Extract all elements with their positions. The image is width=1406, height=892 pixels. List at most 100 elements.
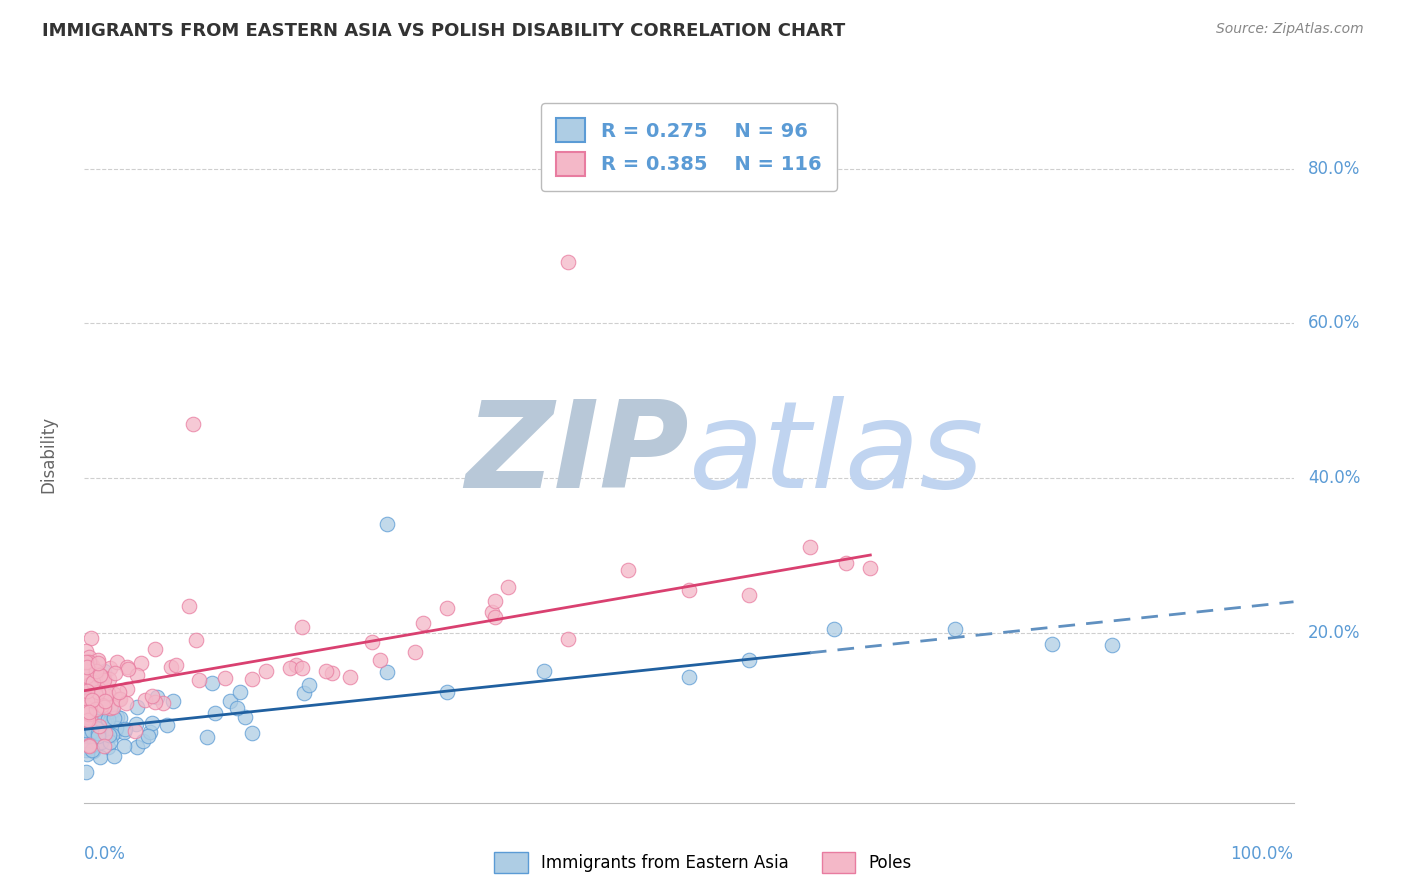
Point xyxy=(98,728,121,742)
Point xyxy=(291,620,314,634)
Point xyxy=(146,690,169,704)
Point xyxy=(89,669,111,683)
Point xyxy=(125,717,148,731)
Point xyxy=(112,725,135,739)
Point xyxy=(125,668,148,682)
Point xyxy=(159,660,181,674)
Point xyxy=(124,724,146,739)
Point xyxy=(80,732,103,747)
Point xyxy=(93,715,115,730)
Point xyxy=(152,696,174,710)
Point xyxy=(145,641,167,656)
Point xyxy=(75,710,97,724)
Point xyxy=(108,685,131,699)
Point xyxy=(240,672,263,686)
Point xyxy=(101,704,124,718)
Point xyxy=(75,711,97,725)
Point xyxy=(103,749,125,764)
Text: 60.0%: 60.0% xyxy=(1308,315,1361,333)
Point xyxy=(93,671,115,685)
Point xyxy=(375,665,398,679)
Point xyxy=(678,670,700,684)
Point xyxy=(117,662,139,676)
Point xyxy=(125,700,148,714)
Point xyxy=(108,711,131,725)
Point xyxy=(94,725,117,739)
Point xyxy=(76,668,98,682)
Text: atlas: atlas xyxy=(689,396,984,514)
Point xyxy=(114,739,136,753)
Point xyxy=(484,594,506,608)
Point xyxy=(79,711,101,725)
Point xyxy=(77,739,100,753)
Point xyxy=(131,734,153,748)
Point xyxy=(254,665,277,679)
Point xyxy=(98,734,121,748)
Point xyxy=(79,692,101,706)
Point xyxy=(89,697,111,711)
Text: 0.0%: 0.0% xyxy=(84,845,127,863)
Point xyxy=(77,655,100,669)
Point xyxy=(75,698,97,712)
Point xyxy=(83,696,105,710)
Point xyxy=(82,743,104,757)
Point xyxy=(93,700,115,714)
Point xyxy=(184,632,207,647)
Text: IMMIGRANTS FROM EASTERN ASIA VS POLISH DISABILITY CORRELATION CHART: IMMIGRANTS FROM EASTERN ASIA VS POLISH D… xyxy=(42,22,845,40)
Point xyxy=(79,738,101,752)
Point xyxy=(368,653,391,667)
Point xyxy=(75,705,97,719)
Point xyxy=(93,739,115,754)
Point xyxy=(1101,638,1123,652)
Point xyxy=(738,588,761,602)
Point xyxy=(91,702,114,716)
Point xyxy=(76,741,98,756)
Point xyxy=(75,670,97,684)
Point xyxy=(84,688,107,702)
Point xyxy=(79,708,101,723)
Point xyxy=(84,686,107,700)
Point xyxy=(90,709,112,723)
Point xyxy=(84,665,107,679)
Point xyxy=(103,711,125,725)
Point xyxy=(80,692,103,706)
Point xyxy=(101,728,124,742)
Point xyxy=(75,655,97,669)
Point xyxy=(83,716,105,731)
Point xyxy=(557,254,579,268)
Point xyxy=(80,632,103,646)
Point xyxy=(141,715,163,730)
Point xyxy=(228,685,250,699)
Point xyxy=(105,710,128,724)
Text: 100.0%: 100.0% xyxy=(1230,845,1294,863)
Point xyxy=(75,700,97,714)
Point xyxy=(90,685,112,699)
Point xyxy=(86,706,108,721)
Point xyxy=(86,689,108,703)
Text: 40.0%: 40.0% xyxy=(1308,469,1361,487)
Text: 80.0%: 80.0% xyxy=(1308,160,1361,178)
Point xyxy=(339,670,361,684)
Point xyxy=(82,657,104,672)
Point xyxy=(75,728,97,742)
Point xyxy=(361,634,384,648)
Point xyxy=(84,702,107,716)
Point xyxy=(87,700,110,714)
Point xyxy=(557,632,579,646)
Point xyxy=(481,605,503,619)
Point xyxy=(75,764,97,779)
Point xyxy=(84,728,107,742)
Point xyxy=(89,723,111,738)
Point xyxy=(75,713,97,727)
Point xyxy=(77,705,100,719)
Point xyxy=(93,664,115,678)
Point xyxy=(103,724,125,739)
Point xyxy=(98,672,121,686)
Point xyxy=(292,686,315,700)
Point xyxy=(533,664,555,678)
Point xyxy=(94,694,117,708)
Point xyxy=(86,722,108,736)
Point xyxy=(75,714,97,728)
Text: ZIP: ZIP xyxy=(465,396,689,514)
Point xyxy=(104,666,127,681)
